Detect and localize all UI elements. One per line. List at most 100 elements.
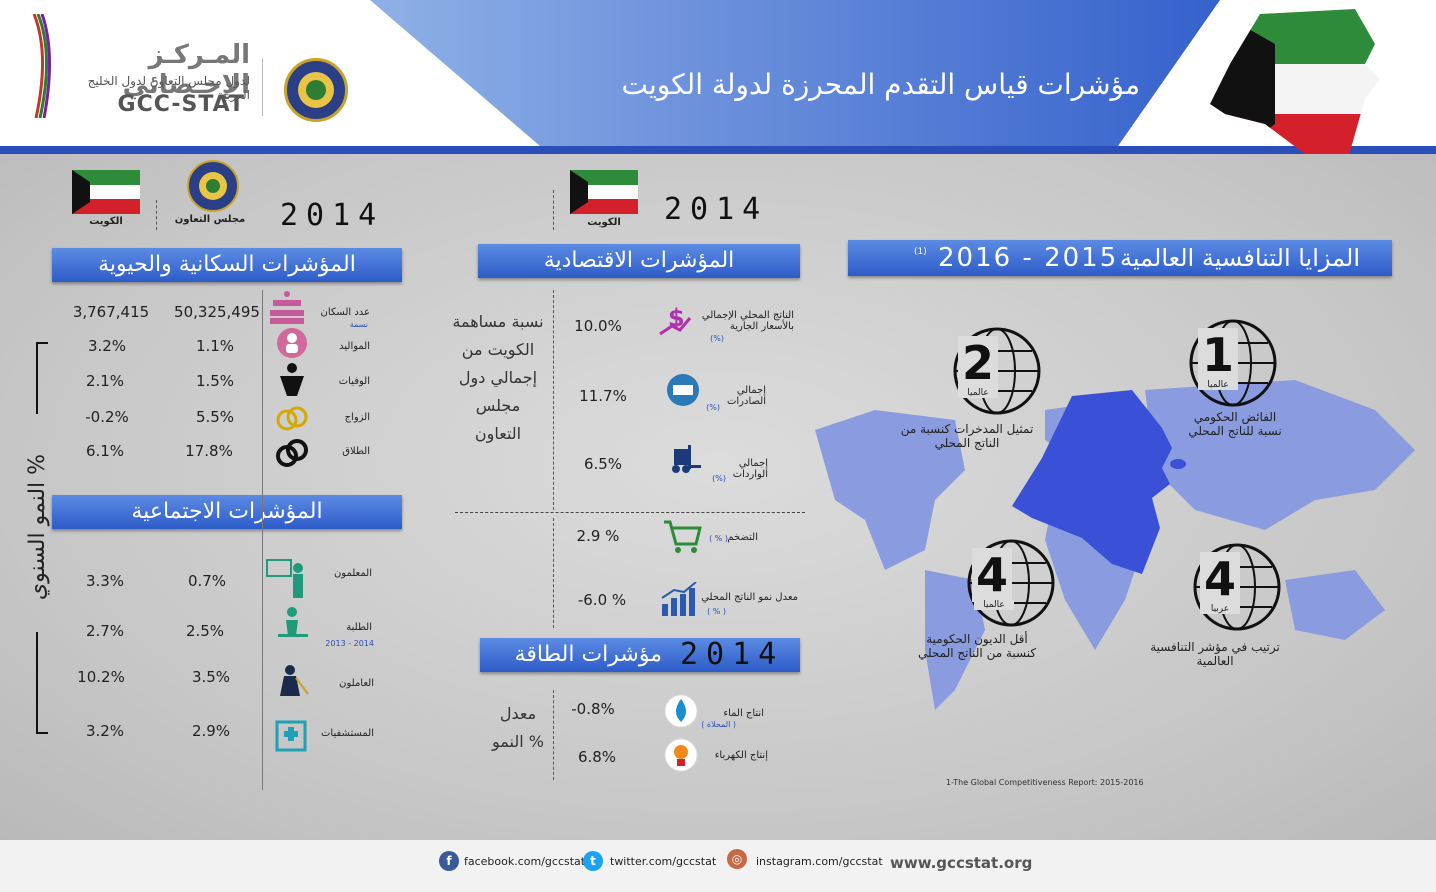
label-hospitals: المستشفيات — [320, 728, 374, 739]
bracket-bottom — [36, 632, 48, 734]
rank-2-label: تمثيل المدخرات كنسبة من الناتج المحلي — [900, 422, 1034, 450]
rank-1-scope: عالميا — [1198, 380, 1238, 390]
label-workers: العاملون — [339, 678, 374, 689]
teacher-icon — [265, 558, 309, 600]
label-inflation: التضخم — [727, 532, 758, 543]
economic-separator — [455, 512, 805, 514]
water-growth-value: -0.8% — [571, 700, 615, 718]
gcc-births: 1.1% — [195, 337, 235, 355]
gdp-icon: $ — [658, 304, 692, 338]
label-imports-unit: (%) — [712, 474, 726, 483]
footer — [0, 840, 1436, 892]
label-population: عدد السكان — [320, 307, 370, 318]
cart-icon — [662, 518, 702, 556]
rank-3-number: 4 — [972, 548, 1012, 602]
gcc-students: 2.5% — [185, 622, 225, 640]
twitter-icon[interactable]: t — [583, 851, 603, 871]
footnote: 1-The Global Competitiveness Report: 201… — [946, 778, 1144, 787]
annual-growth-label: النمو السنوي % — [25, 453, 50, 601]
gcc-marriage: 5.5% — [195, 408, 235, 426]
competitive-note-mark: (1) — [914, 247, 927, 257]
growth-rate-label: معدل النمو % — [492, 704, 544, 751]
label-exports: إجمالي الصادرات — [726, 385, 766, 407]
kw-teachers: 3.3% — [85, 572, 125, 590]
hospital-icon — [274, 718, 308, 752]
label-gdp-growth-unit: ( % ) — [707, 607, 726, 616]
label-gdp: الناتج المحلي الإجمالي بالأسعار الجارية — [701, 310, 794, 332]
label-exports-unit: (%) — [706, 403, 720, 412]
inflation-value: 2.9 % — [576, 527, 620, 545]
imports-share-value: 6.5% — [583, 455, 623, 473]
left-divider-line — [262, 290, 263, 790]
kw-population: 3,767,415 — [72, 303, 150, 321]
rank-3-label: أقل الديون الحكومية كنسبة من الناتج المح… — [917, 632, 1037, 660]
gcc-workers: 3.5% — [191, 668, 231, 686]
col-gcc-label: مجلس التعاون — [174, 214, 246, 225]
rank-4-label: ترتيب في مؤشر التنافسية العالمية — [1150, 640, 1280, 668]
electricity-growth-value: 6.8% — [577, 748, 617, 766]
forklift-icon — [664, 445, 701, 479]
instagram-icon[interactable]: ◎ — [727, 849, 747, 869]
gdp-growth-value: -6.0 % — [577, 591, 627, 609]
instagram-link[interactable]: instagram.com/gccstat — [756, 855, 883, 868]
twitter-link[interactable]: twitter.com/gccstat — [610, 855, 717, 868]
student-icon — [276, 606, 310, 646]
label-divorce: الطلاق — [342, 446, 370, 457]
logo-divider — [262, 58, 263, 116]
header-divider — [0, 146, 1436, 154]
facebook-icon[interactable]: f — [439, 851, 459, 871]
gcc-teachers: 0.7% — [187, 572, 227, 590]
label-gdp-growth: معدل نمو الناتج المحلي — [701, 592, 798, 603]
kuwait-flag-middle-icon — [570, 170, 638, 214]
gcc-hospitals: 2.9% — [191, 722, 231, 740]
kw-workers: 10.2% — [77, 668, 125, 686]
middle-col-separator — [553, 190, 555, 230]
kw-divorce: 6.1% — [85, 442, 125, 460]
gcc-emblem-icon — [284, 58, 348, 122]
label-electricity: إنتاج الكهرباء — [714, 750, 768, 761]
label-water-tag: ( المحلاة ) — [701, 720, 736, 729]
worker-icon — [276, 664, 310, 698]
baby-icon — [275, 326, 309, 360]
population-icon — [270, 290, 304, 324]
gcc-population: 50,325,495 — [174, 303, 260, 321]
kw-hospitals: 3.2% — [85, 722, 125, 740]
label-students: الطلبة — [346, 622, 372, 633]
rank-2-scope: عالميا — [958, 388, 998, 398]
label-population-unit: نسمة — [349, 320, 368, 329]
facebook-link[interactable]: facebook.com/gccstat — [464, 855, 586, 868]
competitive-title: المزايا التنافسية العالمية — [1120, 244, 1360, 272]
label-students-period: 2013 - 2014 — [325, 639, 374, 648]
rank-1-label: الفائض الحكومي نسبة للناتج المحلي — [1188, 410, 1282, 438]
col-kuwait-label: الكويت — [89, 216, 123, 227]
rank-3-scope: عالميا — [974, 600, 1014, 610]
exports-share-value: 11.7% — [579, 387, 627, 405]
export-ship-icon — [666, 373, 700, 407]
page-title: مؤشرات قياس التقدم المحرزة لدولة الكويت — [621, 68, 1140, 101]
kw-marriage: -0.2% — [85, 408, 129, 426]
logo-ribbon — [30, 13, 54, 119]
label-imports: إجمالي الواردات — [732, 458, 768, 480]
rings-icon — [275, 400, 309, 434]
logo-arabic: المـركـز الإحـصائي — [122, 40, 250, 100]
kuwait-flag-map-icon — [1205, 4, 1385, 174]
kw-deaths: 2.1% — [85, 372, 125, 390]
website-link[interactable]: www.gccstat.org — [890, 854, 1033, 872]
section-economic-title: المؤشرات الاقتصادية — [478, 244, 800, 278]
kuwait-map-highlight — [1012, 388, 1196, 574]
logo-english: GCC-STAT — [117, 92, 245, 117]
bulb-icon — [664, 738, 698, 772]
deaths-icon — [275, 362, 309, 396]
logo-subtitle: لدول مجلس التعاون لدول الخليج العربية — [87, 74, 250, 102]
section-energy-title: مؤشرات الطاقة — [514, 642, 662, 667]
middle-divider-bottom — [553, 690, 555, 780]
label-inflation-unit: ( % ) — [709, 534, 728, 543]
share-label: نسبة مساهمة الكويت من إجمالي دول مجلس ال… — [452, 312, 544, 443]
competitive-years: 2016 - 2015 — [938, 243, 1119, 273]
label-teachers: المعلمون — [333, 568, 372, 579]
growth-chart-icon — [660, 581, 698, 618]
middle-divider-mid — [553, 518, 555, 628]
kw-births: 3.2% — [87, 337, 127, 355]
bracket-top — [36, 342, 48, 414]
label-water: انتاج الماء — [723, 708, 764, 719]
